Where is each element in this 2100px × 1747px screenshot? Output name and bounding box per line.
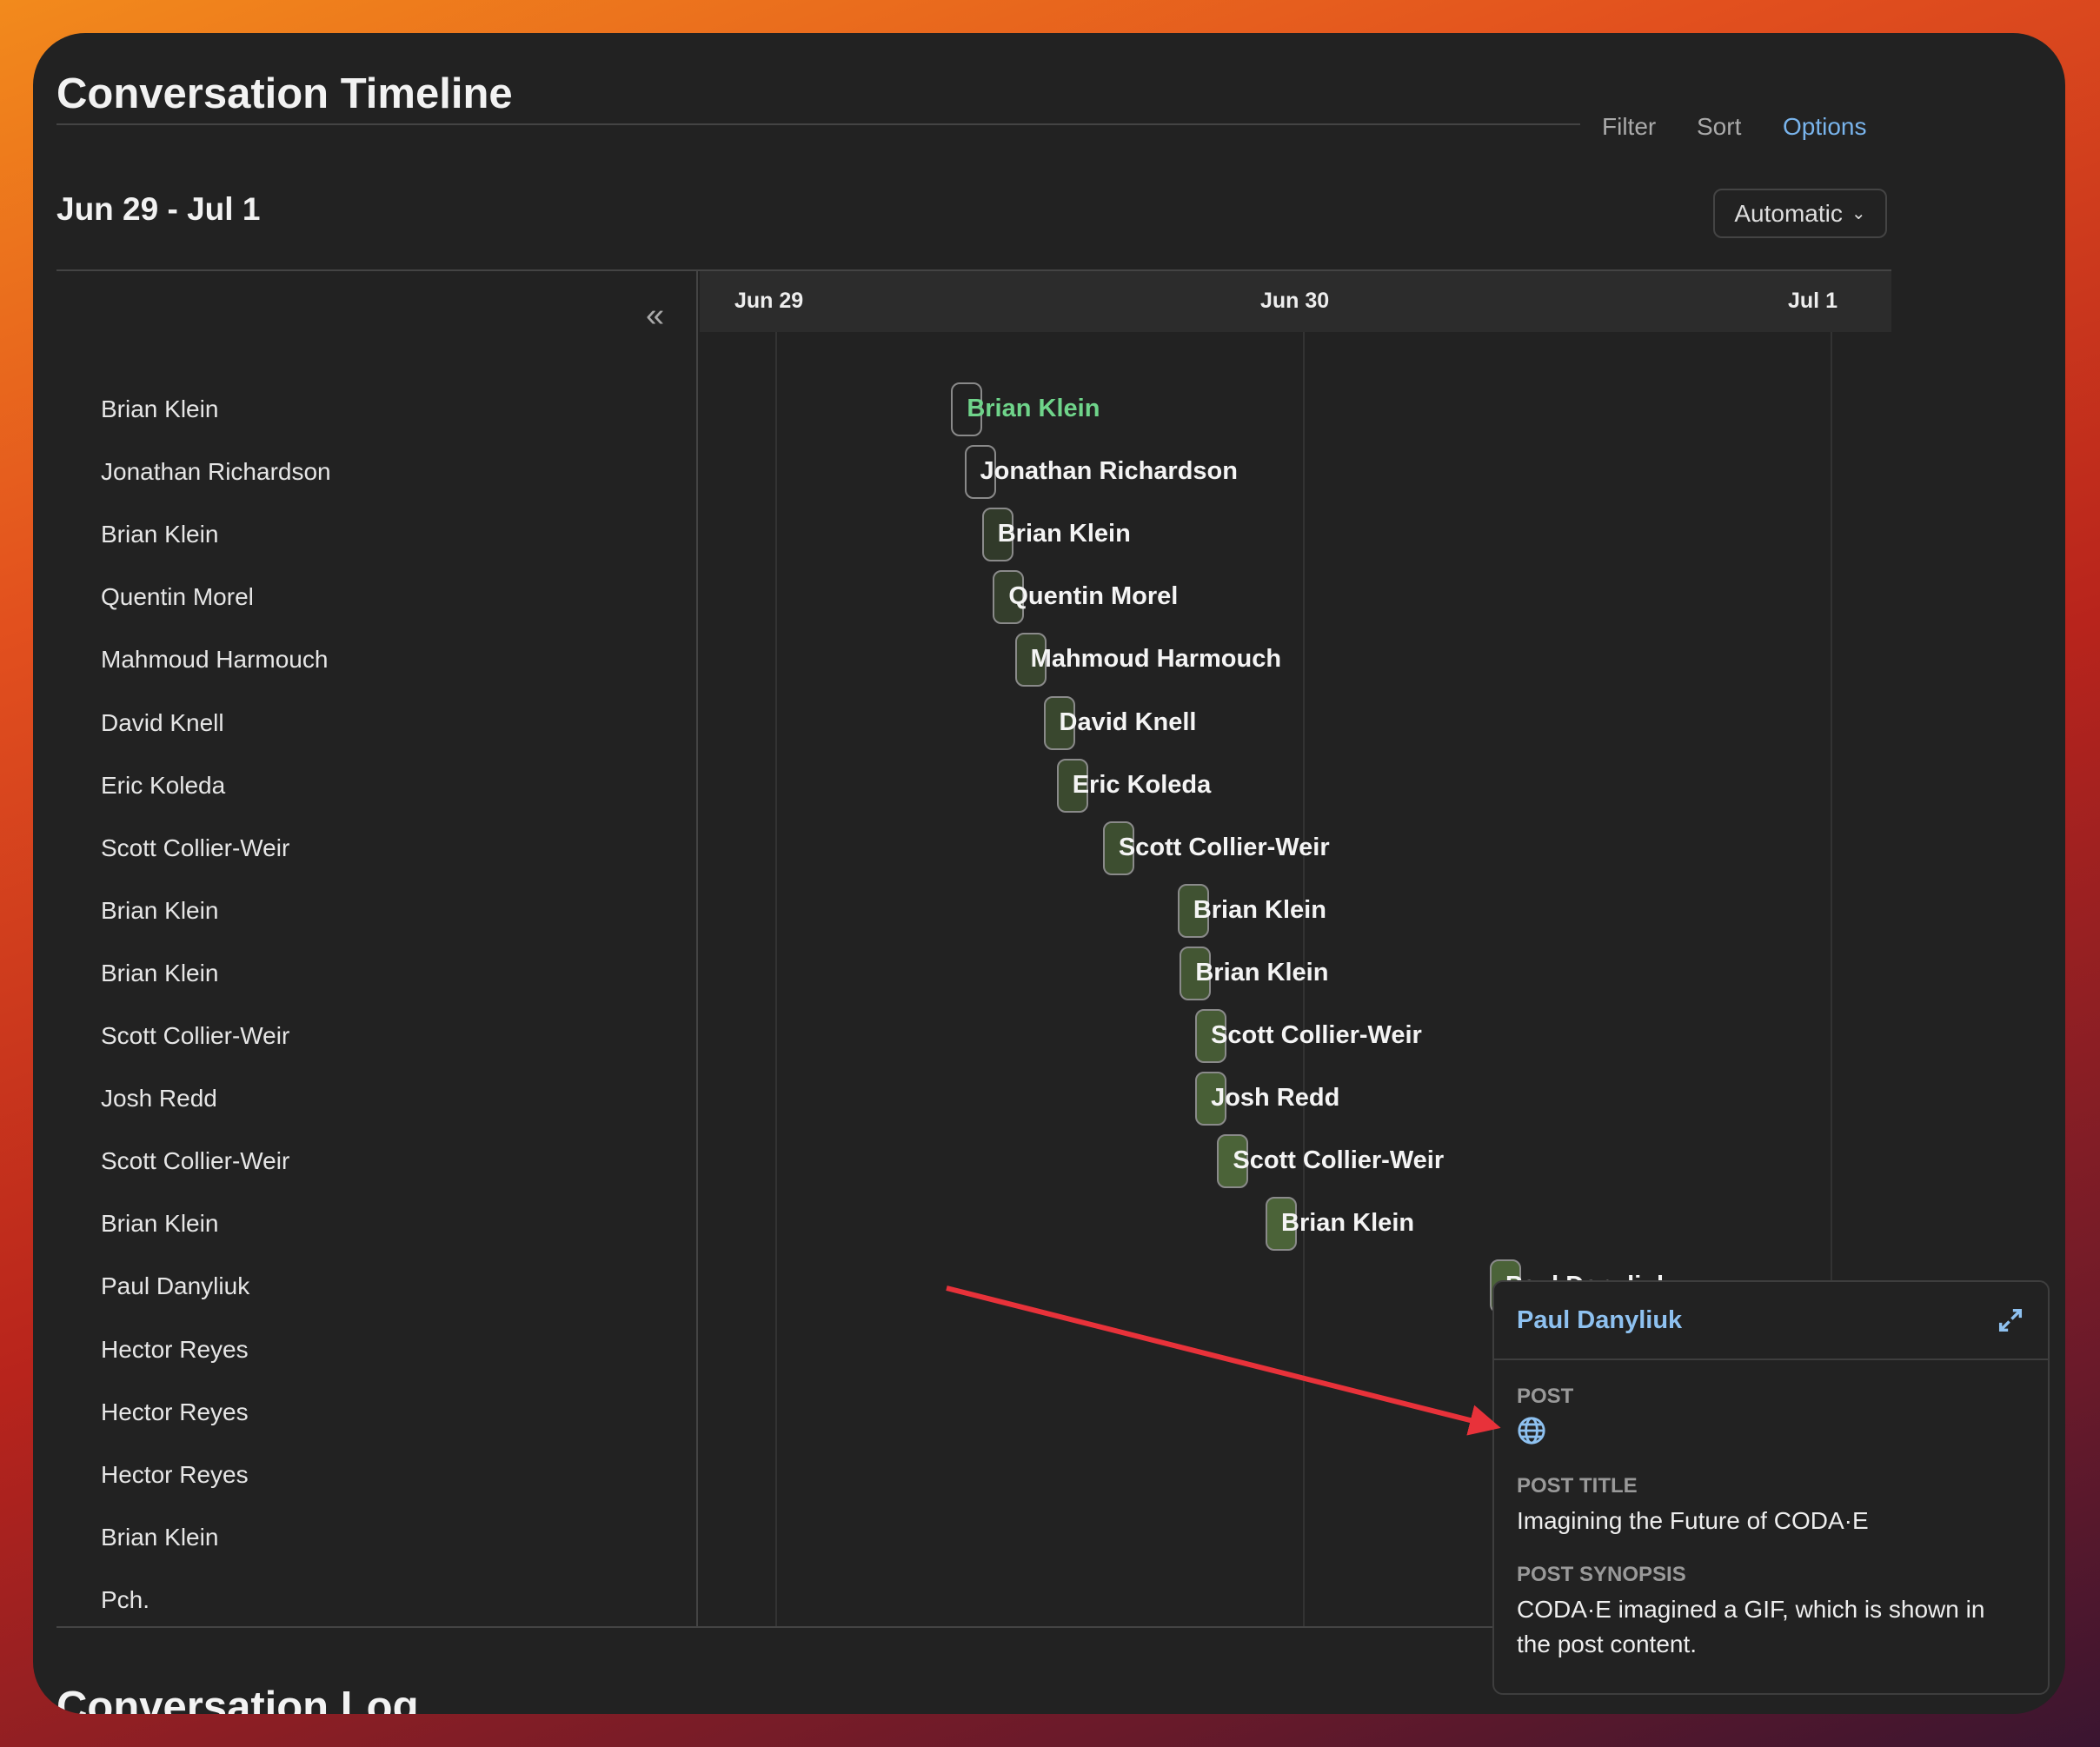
timeline-bar[interactable] (1056, 758, 1088, 813)
bar-label[interactable]: Brian Klein (997, 520, 1131, 548)
timeline-bar[interactable] (981, 508, 1013, 562)
bar-label[interactable]: Brian Klein (1193, 895, 1326, 924)
bar-label[interactable]: Jonathan Richardson (980, 457, 1239, 486)
row-name[interactable]: David Knell (101, 708, 224, 736)
row-name[interactable]: Brian Klein (101, 1523, 219, 1551)
bar-label[interactable]: Scott Collier-Weir (1211, 1021, 1422, 1049)
row-name[interactable]: Scott Collier-Weir (101, 1147, 290, 1175)
bar-label[interactable]: Brian Klein (1195, 958, 1329, 986)
date-range: Jun 29 - Jul 1 (56, 191, 261, 227)
page-title: Conversation Timeline (56, 70, 513, 117)
name-column: « Brian Klein Jonathan Richardson Brian Kl… (56, 271, 698, 1626)
row-name[interactable]: Mahmoud Harmouch (101, 646, 329, 674)
popover-title[interactable]: Paul Danyliuk (1517, 1305, 1683, 1334)
timeline-bar[interactable] (964, 445, 996, 500)
bar-label[interactable]: Scott Collier-Weir (1118, 833, 1330, 861)
row-name[interactable]: Paul Danyliuk (101, 1272, 250, 1300)
filter-button[interactable]: Filter (1602, 113, 1657, 140)
bar-label[interactable]: Eric Koleda (1072, 770, 1212, 799)
timeline-bar[interactable] (1043, 695, 1075, 750)
post-synopsis-label: POST SYNOPSIS (1517, 1563, 1686, 1586)
post-title-label: POST TITLE (1517, 1474, 1638, 1498)
bar-label[interactable]: Josh Redd (1211, 1084, 1340, 1113)
gridline (775, 332, 777, 1626)
timeline-bar[interactable] (951, 382, 983, 436)
tick-label: Jun 30 (1260, 289, 1330, 313)
row-name[interactable]: Scott Collier-Weir (101, 834, 290, 861)
bar-label[interactable]: Mahmoud Harmouch (1030, 645, 1282, 674)
timeline-header: Jun 29 Jun 30 Jul 1 (700, 271, 1891, 332)
post-synopsis: CODA·E imagined a GIF, which is shown in… (1517, 1596, 1985, 1657)
row-name[interactable]: Hector Reyes (101, 1335, 249, 1363)
timeline-table: « Brian Klein Jonathan Richardson Brian Kl… (56, 269, 1891, 1628)
row-name[interactable]: Pch. (101, 1585, 150, 1613)
collapse-icon[interactable]: « (646, 297, 665, 334)
post-label: POST (1517, 1385, 1574, 1408)
timeline-bar[interactable] (1014, 633, 1047, 688)
timeline-bar[interactable] (1177, 883, 1209, 938)
timeline-bar[interactable] (1180, 946, 1212, 1000)
options-button[interactable]: Options (1783, 113, 1867, 140)
gridline (1831, 332, 1832, 1626)
divider (56, 123, 1580, 125)
row-name[interactable]: Brian Klein (101, 959, 219, 986)
row-name[interactable]: Eric Koleda (101, 771, 226, 799)
timeline-bar[interactable] (1102, 820, 1134, 875)
scale-dropdown[interactable]: Automatic ⌄ (1713, 189, 1887, 238)
bar-label[interactable]: Brian Klein (967, 395, 1100, 422)
row-name[interactable]: Brian Klein (101, 521, 219, 548)
scale-value: Automatic (1734, 199, 1843, 227)
bar-label[interactable]: Scott Collier-Weir (1233, 1146, 1445, 1175)
chevron-down-icon: ⌄ (1851, 204, 1866, 223)
section-title: Conversation Log (56, 1684, 419, 1714)
timeline-bar[interactable] (1217, 1134, 1249, 1189)
timeline-area: Jun 29 Jun 30 Jul 1 Brian Klein Jonathan … (700, 271, 1891, 1626)
row-name[interactable]: Hector Reyes (101, 1460, 249, 1488)
row-name[interactable]: Josh Redd (101, 1085, 217, 1113)
row-name[interactable]: Jonathan Richardson (101, 458, 331, 486)
row-name[interactable]: Brian Klein (101, 1210, 219, 1238)
app-window: Conversation Timeline Filter Sort Option… (33, 33, 2065, 1714)
timeline-bar[interactable] (993, 570, 1025, 625)
expand-icon[interactable] (1996, 1305, 2025, 1335)
tick-label: Jul 1 (1788, 289, 1838, 313)
bar-label[interactable]: David Knell (1059, 707, 1197, 736)
row-name[interactable]: Quentin Morel (101, 583, 254, 611)
tick-label: Jun 29 (734, 289, 804, 313)
bar-label[interactable]: Brian Klein (1281, 1209, 1415, 1238)
globe-icon[interactable] (1517, 1416, 1546, 1445)
row-name[interactable]: Hector Reyes (101, 1398, 249, 1425)
detail-popover: Paul Danyliuk POST POST TITLE Imagining … (1492, 1280, 2050, 1695)
timeline-bar[interactable] (1266, 1197, 1297, 1252)
bar-label[interactable]: Quentin Morel (1008, 582, 1179, 611)
gridline (1303, 332, 1305, 1626)
row-name[interactable]: Brian Klein (101, 395, 219, 422)
row-name[interactable]: Scott Collier-Weir (101, 1022, 290, 1049)
timeline-bar[interactable] (1195, 1009, 1227, 1063)
row-name[interactable]: Brian Klein (101, 896, 219, 924)
sort-button[interactable]: Sort (1697, 113, 1742, 140)
post-title: Imagining the Future of CODA·E (1517, 1507, 1869, 1534)
timeline-bar[interactable] (1195, 1072, 1227, 1126)
